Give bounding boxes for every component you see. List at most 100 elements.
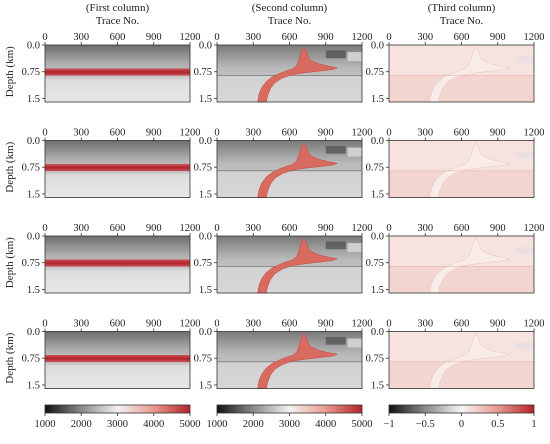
x-tick-label: 0 — [42, 128, 47, 139]
y-tick-label: 0.0 — [27, 136, 40, 147]
x-tick-label: 900 — [490, 32, 506, 43]
y-tick-label: 0.75 — [366, 67, 384, 78]
x-tick-label: 300 — [417, 319, 433, 330]
colorbar-tick-label: 5000 — [352, 419, 373, 430]
y-tick-label: 0.0 — [371, 41, 384, 52]
y-tick-label: 0.75 — [194, 163, 212, 174]
colorbar-gradient — [216, 404, 363, 414]
heatmap-panel-r4-c3 — [389, 331, 534, 389]
x-tick-label: 600 — [110, 223, 126, 234]
axes-r2-c2: 0 300 600 900 1200 0.0 0.75 1.5 — [194, 128, 373, 201]
x-tick-label: 0 — [386, 319, 391, 330]
colorbar-tick-label: 4000 — [143, 419, 164, 430]
x-tick-label: 900 — [146, 223, 162, 234]
lower-layer — [389, 171, 534, 198]
lower-layer — [389, 362, 534, 389]
x-tick-label: 300 — [245, 32, 261, 43]
y-tick-label: 1.5 — [27, 380, 40, 391]
y-tick-label: 0.75 — [366, 258, 384, 269]
y-tick-label: 1.5 — [199, 285, 212, 296]
lower-layer — [217, 362, 362, 389]
x-tick-label: 600 — [454, 223, 470, 234]
y-tick-label: 1.5 — [371, 380, 384, 391]
heatmap-panel-r3-c3 — [389, 236, 534, 294]
y-tick-label: 0.75 — [366, 163, 384, 174]
x-tick-label: 1200 — [524, 128, 545, 139]
x-tick-label: 0 — [386, 128, 391, 139]
colorbar-gradient — [388, 404, 535, 414]
axes-r2-c3: 0 300 600 900 1200 0.0 0.75 1.5 — [366, 128, 545, 201]
y-tick-label: 1.5 — [371, 285, 384, 296]
heatmap-panel-r2-c3 — [389, 140, 534, 198]
y-tick-label: 0.75 — [194, 258, 212, 269]
colorbar-tick-label: 0 — [459, 419, 464, 430]
axes-r1-c2: 0 300 600 900 1200 0.0 0.75 1.5 Trace No. — [194, 15, 373, 105]
dark-anomaly — [325, 241, 346, 250]
salt-outline — [429, 332, 511, 389]
column-title-2: (Second column) — [252, 2, 328, 14]
axes-r1-c1: 0 300 600 900 1200 0.0 0.75 1.5 Trace No. Depth (… — [4, 15, 201, 105]
x-tick-label: 0 — [214, 128, 219, 139]
colorbar-tick-label: 2000 — [71, 419, 92, 430]
x-tick-label: 600 — [282, 223, 298, 234]
y-tick-label: 0.0 — [199, 232, 212, 243]
x-axis-label: Trace No. — [268, 15, 312, 27]
velocity-band — [45, 355, 190, 363]
x-tick-label: 900 — [318, 32, 334, 43]
heatmap-panel-r3-c1 — [45, 236, 190, 293]
colorbar-tick-label: 2000 — [243, 419, 264, 430]
colorbar-tick-label: −0.5 — [416, 419, 435, 430]
x-tick-label: 600 — [282, 32, 298, 43]
velocity-band — [45, 259, 190, 267]
y-tick-label: 0.75 — [22, 354, 40, 365]
x-tick-label: 900 — [146, 128, 162, 139]
x-tick-label: 1200 — [352, 32, 373, 43]
x-tick-label: 300 — [417, 223, 433, 234]
y-tick-label: 0.0 — [199, 136, 212, 147]
light-anomaly — [347, 243, 362, 253]
x-tick-label: 300 — [73, 32, 89, 43]
velocity-band — [45, 68, 190, 76]
lower-layer — [389, 266, 534, 293]
x-tick-label: 300 — [245, 223, 261, 234]
column-title-3: (Third column) — [428, 2, 496, 14]
y-tick-label: 0.75 — [194, 67, 212, 78]
y-tick-label: 0.75 — [366, 354, 384, 365]
x-tick-label: 600 — [282, 128, 298, 139]
y-tick-label: 1.5 — [199, 94, 212, 105]
light-anomaly — [347, 338, 362, 348]
colorbar-1: 1000 2000 3000 4000 5000 — [35, 404, 201, 430]
y-tick-label: 0.0 — [27, 327, 40, 338]
salt-outline — [429, 237, 511, 294]
axes-r3-c1: 0 300 600 900 1200 0.0 0.75 1.5 Depth (km) — [4, 223, 201, 296]
x-tick-label: 300 — [73, 128, 89, 139]
x-tick-label: 0 — [42, 319, 47, 330]
salt-outline — [429, 141, 511, 198]
x-tick-label: 1200 — [352, 128, 373, 139]
heatmap-panel-r4-c2 — [217, 331, 362, 389]
x-tick-label: 900 — [318, 319, 334, 330]
axes-r3-c2: 0 300 600 900 1200 0.0 0.75 1.5 — [194, 223, 373, 296]
lower-layer — [217, 75, 362, 102]
salt-body — [257, 237, 339, 294]
colorbar-2: 1000 2000 3000 4000 5000 — [207, 404, 373, 430]
x-tick-label: 600 — [110, 128, 126, 139]
x-tick-label: 1200 — [180, 128, 201, 139]
x-tick-label: 0 — [214, 319, 219, 330]
x-axis-label: Trace No. — [96, 15, 140, 27]
y-tick-label: 1.5 — [27, 285, 40, 296]
x-tick-label: 900 — [490, 319, 506, 330]
axes-r4-c3: 0 300 600 900 1200 0.0 0.75 1.5 — [366, 319, 545, 392]
x-tick-label: 300 — [73, 319, 89, 330]
x-tick-label: 600 — [454, 32, 470, 43]
light-anomaly — [347, 52, 362, 62]
x-tick-label: 1200 — [180, 32, 201, 43]
y-tick-label: 0.0 — [199, 327, 212, 338]
x-tick-label: 600 — [282, 319, 298, 330]
y-tick-label: 1.5 — [199, 380, 212, 391]
axes-r4-c2: 0 300 600 900 1200 0.0 0.75 1.5 — [194, 319, 373, 392]
colorbar-tick-label: 3000 — [279, 419, 300, 430]
y-tick-label: 0.0 — [371, 327, 384, 338]
x-axis-label: Trace No. — [440, 15, 484, 27]
